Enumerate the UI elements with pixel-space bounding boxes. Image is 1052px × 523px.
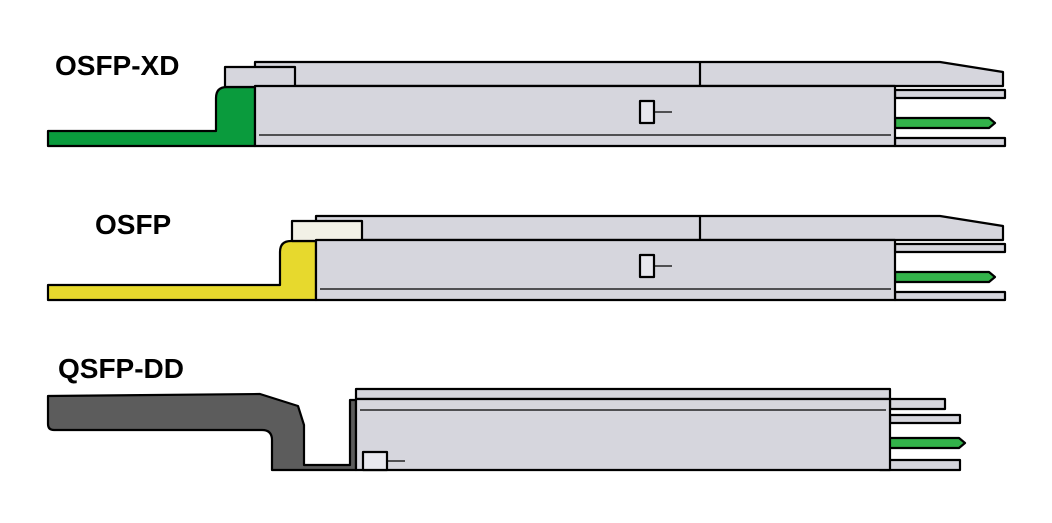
qsfp-dd-pull-tab bbox=[48, 394, 356, 470]
osfp-xd-label: OSFP-XD bbox=[55, 50, 179, 81]
qsfp-dd-label: QSFP-DD bbox=[58, 353, 184, 384]
qsfp-dd-latch-notch bbox=[363, 452, 387, 470]
osfp-connector-fin-0 bbox=[895, 244, 1005, 252]
module-qsfp-dd: QSFP-DD bbox=[48, 353, 965, 470]
osfp-xd-connector-fin-1 bbox=[895, 138, 1005, 146]
module-osfp-xd: OSFP-XD bbox=[48, 50, 1005, 146]
osfp-xd-pcb-edge bbox=[895, 118, 995, 128]
qsfp-dd-connector-fin-0 bbox=[890, 399, 945, 409]
osfp-xd-latch-notch bbox=[640, 101, 654, 123]
osfp-body bbox=[316, 240, 895, 300]
osfp-xd-pull-tab bbox=[48, 87, 255, 146]
osfp-latch-bump bbox=[292, 221, 362, 241]
module-osfp: OSFP bbox=[48, 209, 1005, 300]
osfp-label: OSFP bbox=[95, 209, 171, 240]
qsfp-dd-upper-shell bbox=[356, 389, 890, 399]
qsfp-dd-pcb-edge bbox=[880, 438, 965, 448]
osfp-pcb-edge bbox=[895, 272, 995, 282]
qsfp-dd-connector-fin-1 bbox=[890, 415, 960, 423]
osfp-xd-latch-bump bbox=[225, 67, 295, 87]
osfp-latch-notch bbox=[640, 255, 654, 277]
osfp-xd-upper-shell bbox=[255, 62, 1003, 86]
qsfp-dd-connector-fin-2 bbox=[880, 460, 960, 470]
osfp-xd-connector-fin-0 bbox=[895, 90, 1005, 98]
osfp-upper-shell bbox=[316, 216, 1003, 240]
osfp-xd-body bbox=[255, 86, 895, 146]
osfp-connector-fin-1 bbox=[895, 292, 1005, 300]
osfp-pull-tab bbox=[48, 241, 316, 300]
